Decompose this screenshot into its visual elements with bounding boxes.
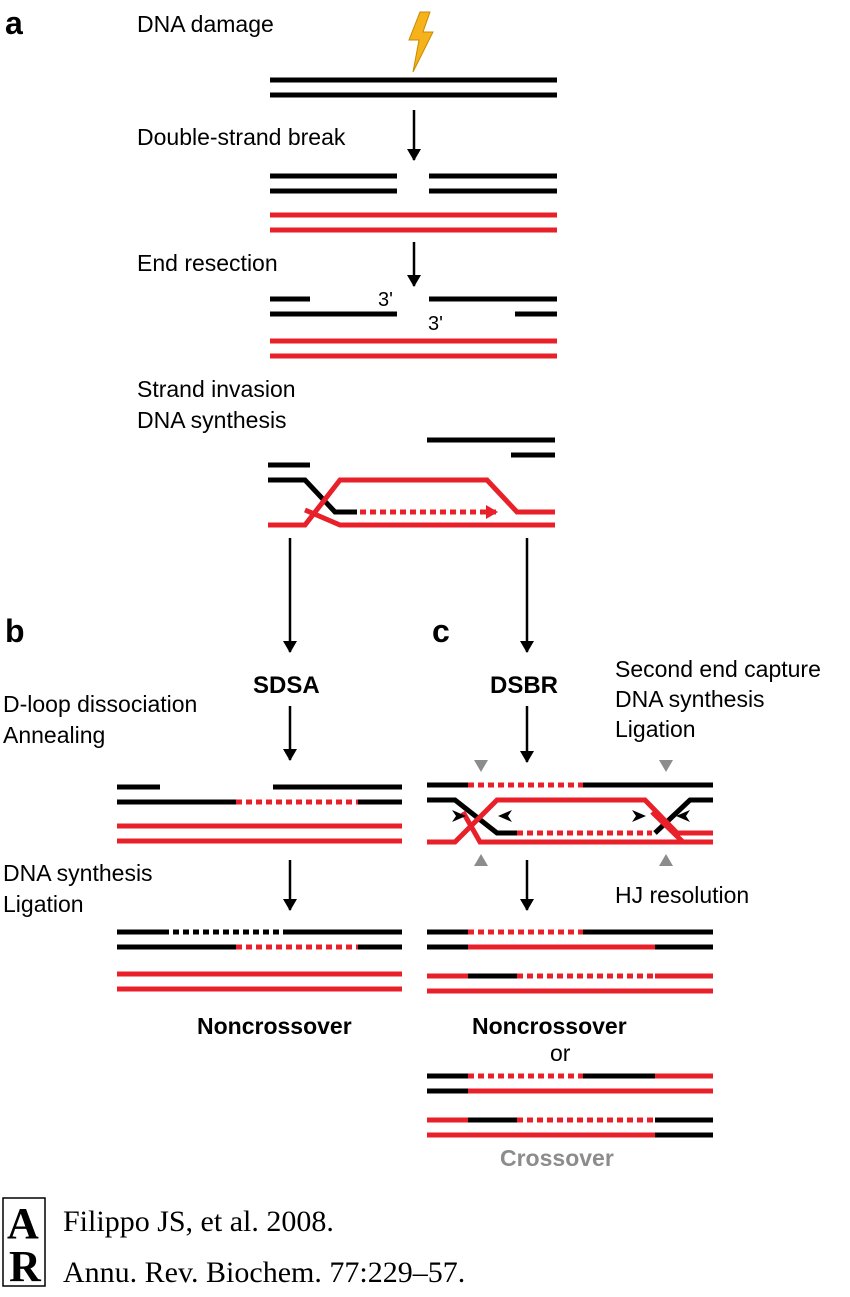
sdsa-outcome-label: Noncrossover: [197, 1013, 352, 1039]
double-holliday-junction: [427, 782, 713, 845]
crossover-product: [427, 1073, 713, 1138]
annealed-intermediate: [117, 784, 402, 844]
dsbr-step-label: Second end capture: [615, 656, 821, 682]
step-label-end-resection: End resection: [137, 250, 278, 276]
citation-authors: Filippo JS, et al. 2008.: [63, 1205, 334, 1238]
step-label-dna-damage: DNA damage: [137, 11, 274, 37]
sdsa-step-label: Ligation: [3, 891, 84, 917]
dsbr-outcome-label: Noncrossover: [472, 1013, 627, 1039]
broken-dna-duplex: [270, 173, 557, 194]
citation-journal: Annu. Rev. Biochem. 77:229–57.: [63, 1256, 465, 1289]
d-loop-intermediate: [268, 437, 555, 528]
pathway-name-dsbr: DSBR: [490, 672, 558, 699]
dsbr-step-label: DNA synthesis: [615, 686, 765, 712]
svg-text:A: A: [7, 1199, 39, 1248]
intact-dna-duplex: [270, 77, 557, 98]
svg-text:R: R: [9, 1242, 42, 1291]
sdsa-product: [117, 929, 402, 992]
step-label-strand-invasion: Strand invasion: [137, 376, 296, 402]
lightning-bolt-icon: [408, 11, 434, 73]
pathway-name-sdsa: SDSA: [253, 672, 320, 699]
sdsa-step-label: Annealing: [3, 722, 105, 748]
or-label: or: [550, 1040, 571, 1066]
dsbr-step-label: HJ resolution: [615, 882, 749, 908]
step-label-double-strand-break: Double-strand break: [137, 124, 346, 150]
dsbr-step-label: Ligation: [615, 716, 696, 742]
homologous-dna-duplex: [270, 212, 557, 233]
panel-label-a: a: [5, 5, 23, 41]
sdsa-step-label: D-loop dissociation: [3, 691, 197, 717]
homologous-dna-duplex: [270, 338, 557, 359]
step-label-dna-synthesis: DNA synthesis: [137, 407, 287, 433]
sdsa-step-label: DNA synthesis: [3, 860, 153, 886]
noncrossover-product: [427, 929, 713, 994]
annual-reviews-logo-icon: A R: [2, 1197, 46, 1291]
panel-label-c: c: [432, 613, 450, 649]
three-prime-end-label: 3': [378, 289, 393, 311]
three-prime-end-label: 3': [428, 313, 443, 335]
panel-label-b: b: [5, 613, 25, 649]
crossover-outcome-label: Crossover: [500, 1145, 614, 1171]
resolution-site-markers: [452, 760, 690, 866]
resected-dna-duplex: [270, 296, 557, 317]
